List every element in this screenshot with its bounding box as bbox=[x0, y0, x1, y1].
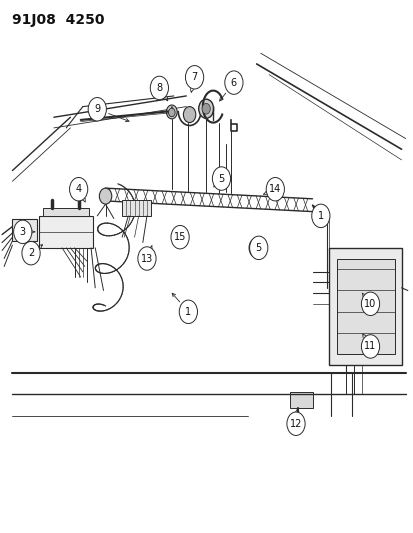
Text: 1: 1 bbox=[317, 211, 323, 221]
Polygon shape bbox=[337, 259, 394, 354]
Text: 91J08  4250: 91J08 4250 bbox=[12, 13, 104, 27]
Text: 14: 14 bbox=[268, 184, 281, 194]
Text: 12: 12 bbox=[289, 419, 301, 429]
Circle shape bbox=[361, 335, 379, 358]
Circle shape bbox=[168, 108, 175, 117]
Circle shape bbox=[171, 225, 189, 249]
Text: 15: 15 bbox=[173, 232, 186, 242]
Circle shape bbox=[22, 241, 40, 265]
Circle shape bbox=[14, 220, 32, 244]
Circle shape bbox=[185, 66, 203, 89]
Circle shape bbox=[224, 71, 242, 94]
Circle shape bbox=[249, 236, 267, 260]
Polygon shape bbox=[289, 392, 312, 408]
Polygon shape bbox=[328, 248, 401, 365]
Polygon shape bbox=[39, 216, 93, 248]
Circle shape bbox=[198, 99, 213, 118]
Circle shape bbox=[202, 103, 210, 114]
Text: 5: 5 bbox=[255, 243, 261, 253]
Polygon shape bbox=[122, 200, 151, 216]
Text: 13: 13 bbox=[140, 254, 153, 263]
Circle shape bbox=[166, 105, 177, 119]
Text: 10: 10 bbox=[363, 299, 376, 309]
Text: 7: 7 bbox=[191, 72, 197, 82]
Text: 5: 5 bbox=[218, 174, 224, 183]
Circle shape bbox=[286, 412, 304, 435]
Polygon shape bbox=[43, 208, 89, 216]
Text: 4: 4 bbox=[76, 184, 81, 194]
Circle shape bbox=[361, 292, 379, 316]
Polygon shape bbox=[12, 219, 37, 241]
Text: 6: 6 bbox=[230, 78, 236, 87]
Text: 3: 3 bbox=[20, 227, 26, 237]
Circle shape bbox=[150, 76, 168, 100]
Text: 2: 2 bbox=[28, 248, 34, 258]
Text: 9: 9 bbox=[94, 104, 100, 114]
Circle shape bbox=[69, 177, 88, 201]
Circle shape bbox=[179, 300, 197, 324]
Circle shape bbox=[138, 247, 156, 270]
Circle shape bbox=[212, 167, 230, 190]
Text: 1: 1 bbox=[185, 307, 191, 317]
Text: 11: 11 bbox=[363, 342, 376, 351]
Circle shape bbox=[183, 107, 195, 123]
Circle shape bbox=[99, 188, 112, 204]
Circle shape bbox=[266, 177, 284, 201]
Circle shape bbox=[311, 204, 329, 228]
Circle shape bbox=[88, 98, 106, 121]
Text: 8: 8 bbox=[156, 83, 162, 93]
